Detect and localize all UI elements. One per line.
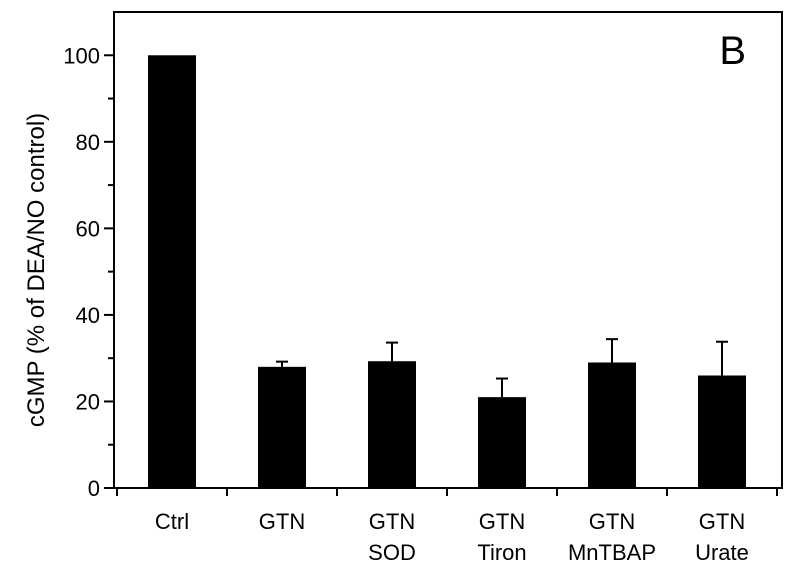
- panel-label: B: [719, 29, 746, 73]
- y-tick-label: 40: [76, 303, 100, 328]
- bar: [148, 55, 196, 488]
- y-tick-label: 60: [76, 216, 100, 241]
- y-tick-label: 20: [76, 389, 100, 414]
- x-category-sublabel: Urate: [695, 540, 749, 565]
- y-axis: 0 20 40 60 80 100: [63, 43, 114, 501]
- y-tick-label: 80: [76, 130, 100, 155]
- x-category-label: Ctrl: [155, 509, 189, 534]
- bar: [368, 361, 416, 488]
- x-category-sublabel: MnTBAP: [568, 540, 656, 565]
- bar: [478, 397, 526, 488]
- x-category-sublabel: SOD: [368, 540, 416, 565]
- bar: [258, 366, 306, 488]
- x-category-label: GTN: [259, 509, 305, 534]
- x-category-label: GTN: [589, 509, 635, 534]
- bars-group: [148, 55, 746, 488]
- y-axis-title: cGMP (% of DEA/NO control): [23, 113, 50, 427]
- x-category-label: GTN: [699, 509, 745, 534]
- error-bars-group: [276, 338, 728, 398]
- y-tick-label: 0: [88, 476, 100, 501]
- bar: [588, 362, 636, 488]
- x-axis: Ctrl GTN GTN SOD GTN Tiron GTN MnTBAP GTN Urate: [116, 488, 778, 565]
- x-category-sublabel: Tiron: [477, 540, 526, 565]
- x-category-label: GTN: [369, 509, 415, 534]
- y-tick-label: 100: [63, 43, 100, 68]
- bar: [698, 375, 746, 488]
- x-category-label: GTN: [479, 509, 525, 534]
